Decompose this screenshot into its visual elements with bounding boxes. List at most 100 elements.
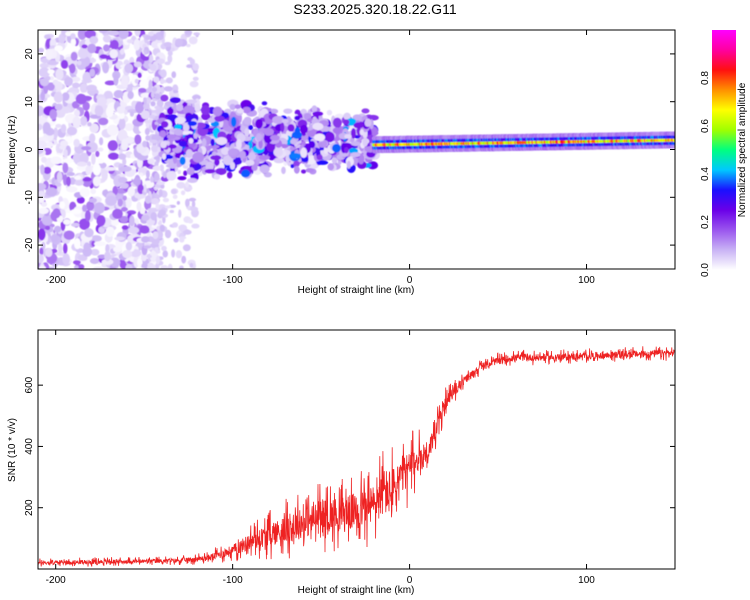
spectrogram-cell	[166, 170, 177, 181]
spectrogram-cell	[154, 105, 161, 110]
spectrogram-cell	[344, 146, 349, 154]
spectrogram-cell	[105, 195, 118, 206]
x-tick-label: -200	[46, 575, 66, 586]
spectrogram-cell	[182, 105, 195, 116]
spectrogram-cell	[201, 138, 207, 147]
spectrogram-cell	[62, 219, 71, 225]
spectrogram-cell	[287, 124, 295, 132]
spectrogram-cell	[82, 71, 92, 84]
spectrogram-cell	[45, 187, 58, 197]
spectrogram-cell	[167, 54, 173, 63]
spectrogram-cell	[38, 67, 50, 78]
spectrogram-cell	[106, 124, 119, 136]
spectrogram-cell	[332, 127, 341, 134]
spectrogram-cell	[138, 87, 147, 93]
spectrogram-cell	[38, 183, 47, 191]
spectrogram-cell	[54, 103, 63, 111]
spectrogram-cell	[151, 197, 160, 205]
spectrogram-cell	[143, 97, 147, 105]
spectrogram-cell	[185, 149, 193, 158]
spectrogram-cell	[227, 148, 238, 156]
spectrogram-cell	[313, 133, 326, 142]
spectrogram-cell	[154, 121, 159, 126]
spectrogram-cell	[69, 63, 76, 74]
spectrogram-cell	[337, 160, 342, 165]
spectrogram-cell	[140, 92, 152, 99]
spectrogram-cell	[149, 63, 157, 71]
spectrogram-cell	[134, 30, 141, 37]
colorbar-tick-label: 0.8	[700, 71, 711, 85]
spectrogram-cell	[283, 108, 293, 114]
spectrogram-cell	[229, 161, 236, 170]
spectrogram-cell	[59, 145, 67, 150]
spectrogram-cell	[135, 101, 145, 114]
spectrogram-cell	[162, 197, 170, 203]
spectrogram-cell	[86, 201, 95, 211]
spectrogram-cell	[672, 131, 675, 136]
spectrogram-cell	[201, 166, 208, 175]
spectrogram-cell	[83, 242, 91, 253]
spectrogram-cell	[172, 194, 178, 200]
spectrogram-cell	[46, 60, 59, 66]
spectrogram-cell	[169, 90, 174, 98]
spectrogram-cell	[90, 248, 100, 256]
spectrogram-cell	[53, 91, 64, 103]
spectrogram-cell	[149, 139, 158, 144]
spectrogram-cell	[255, 118, 263, 129]
spectrogram-cell	[40, 164, 45, 175]
spectrogram-cell	[91, 240, 96, 247]
spectrogram-cell	[146, 40, 151, 45]
spectrogram-cell	[157, 221, 162, 225]
spectrogram-cell	[64, 76, 73, 87]
spectrogram-cell	[116, 106, 125, 114]
spectrogram-cell	[84, 210, 91, 222]
chart-title: S233.2025.320.18.22.G11	[293, 1, 456, 17]
spectrogram-cell	[94, 105, 104, 117]
spectrogram-cell	[332, 143, 341, 153]
spectrogram-cell	[70, 222, 80, 227]
spectrogram-cell	[172, 222, 179, 228]
spectrogram-cell	[172, 90, 179, 94]
spectrogram-cell	[52, 79, 59, 86]
spectrogram-cell	[238, 150, 246, 159]
spectrogram-cell	[45, 225, 51, 231]
spectrogram-cell	[76, 161, 87, 167]
spectrogram-cell	[118, 30, 129, 40]
spectrogram-cell	[129, 111, 135, 117]
spectrogram-cell	[65, 31, 72, 37]
spectrogram-cell	[344, 134, 352, 139]
spectrogram-cell	[143, 183, 147, 193]
spectrogram-cell	[234, 104, 241, 110]
spectrogram-cell	[300, 147, 308, 159]
spectrogram-cell	[41, 156, 47, 163]
spectrogram-cell	[73, 138, 80, 148]
spectrogram-cell	[281, 166, 286, 175]
spectrogram-cell	[62, 162, 69, 174]
spectrogram-cell	[42, 83, 49, 95]
spectrogram-cell	[155, 203, 160, 210]
spectrogram-cell	[189, 80, 199, 88]
spectrogram-cell	[141, 263, 148, 268]
spectrogram-cell	[129, 215, 135, 227]
spectrogram-cell	[158, 189, 163, 198]
spectrogram-cell	[70, 209, 82, 215]
spectrogram-cell	[89, 123, 99, 134]
spectrogram-cell	[127, 234, 139, 244]
spectrogram-cell	[45, 248, 53, 258]
spectrogram-cell	[205, 161, 214, 171]
spectrogram-cell	[125, 263, 133, 269]
spectrogram-cell	[70, 33, 76, 40]
spectrogram-cell	[191, 223, 200, 229]
spectrogram-cell	[39, 62, 49, 69]
spectrogram-cell	[81, 44, 88, 49]
spectrogram-cell	[161, 190, 168, 198]
spectrogram-cell	[133, 38, 141, 51]
spectrogram-cell	[120, 76, 129, 88]
y-tick-label: -10	[24, 190, 35, 205]
spectrogram-cell	[188, 36, 198, 45]
spectrogram-cell	[70, 38, 77, 47]
spectrogram-cell	[275, 124, 281, 132]
spectrogram-cell	[160, 184, 165, 189]
spectrogram-cell	[362, 137, 368, 147]
